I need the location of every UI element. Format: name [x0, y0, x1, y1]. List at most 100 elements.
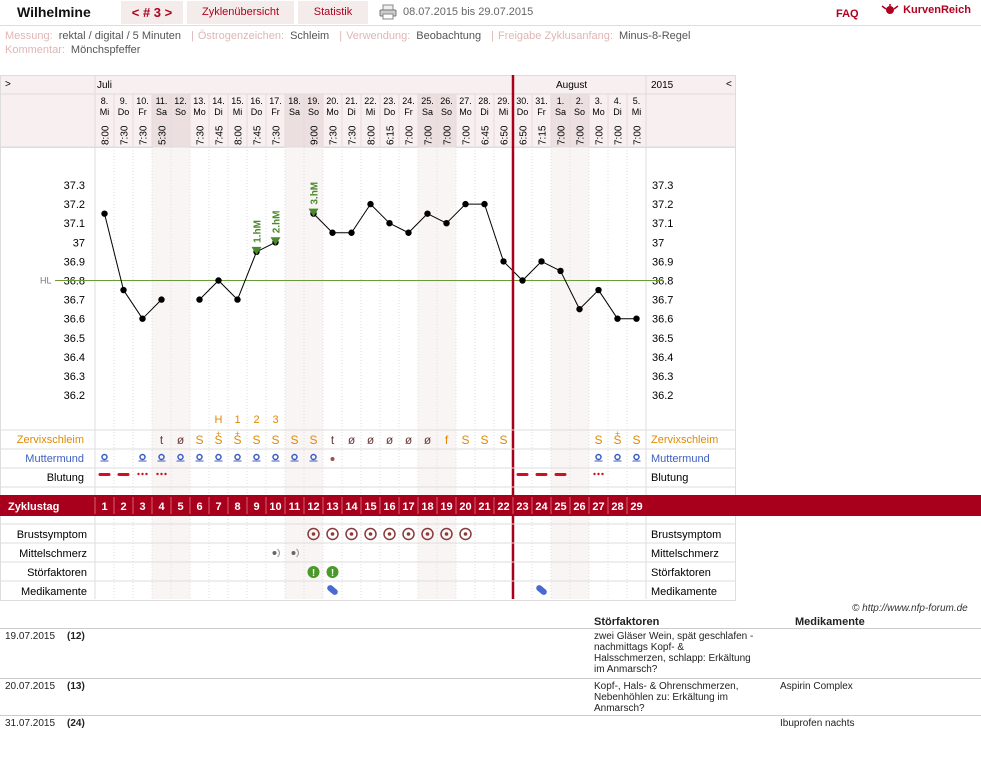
cycle-day-number: 13: [326, 501, 338, 513]
spotting-mark: [145, 472, 148, 476]
date-range: 08.07.2015 bis 29.07.2015: [403, 6, 534, 18]
cycle-day-bar: [0, 495, 981, 516]
date-label: 8.: [101, 96, 109, 106]
cervix-symbol: [196, 453, 203, 461]
time-label: 9:00: [310, 125, 321, 145]
cycle-navigation[interactable]: < # 3 >: [121, 1, 183, 24]
weekend-shade: [304, 94, 323, 147]
weekday-label: Mi: [100, 107, 110, 117]
row-cycle-day: (12): [67, 631, 85, 642]
release-label: Freigabe Zyklusanfang:: [497, 30, 613, 42]
row-cycle-day: (24): [67, 718, 85, 729]
cycle-day-number: 25: [554, 501, 566, 513]
date-label: 29.: [497, 96, 510, 106]
weekday-label: Mi: [499, 107, 509, 117]
temperature-segment: [351, 203, 371, 234]
date-label: 14.: [212, 96, 225, 106]
y-tick-label-right: 36.2: [652, 390, 673, 402]
cervix-symbol: [139, 453, 146, 461]
measurement-label: Messung:: [5, 30, 53, 42]
printer-icon[interactable]: [379, 4, 397, 20]
weekday-label: Di: [613, 107, 622, 117]
cycle-day-number: 18: [421, 501, 433, 513]
header-band: [0, 75, 736, 148]
date-label: 31.: [535, 96, 548, 106]
cycle-day-number: 26: [573, 501, 585, 513]
breast-symptom-icon-center: [349, 532, 354, 536]
weekend-shade: [551, 147, 570, 599]
temperature-point: [633, 315, 640, 322]
faq-link[interactable]: FAQ: [836, 8, 859, 20]
meta-line-1: Messung: rektal / digital / 5 Minuten | Öst…: [5, 30, 691, 42]
mucus-symbol: ø: [177, 433, 185, 447]
temperature-segment: [313, 213, 333, 234]
year-label: 2015: [651, 80, 674, 91]
temperature-point: [481, 200, 488, 208]
date-label: 17.: [269, 96, 282, 106]
date-label: 15.: [231, 96, 244, 106]
cycle-day-number: 1: [101, 501, 107, 513]
logo[interactable]: KurvenReich: [880, 3, 971, 17]
temperature-point: [348, 229, 355, 236]
weekday-label: Sa: [422, 107, 433, 117]
row-disturbance: zwei Gläser Wein, spät geschlafen - nach…: [594, 631, 754, 675]
temperature-segment: [427, 213, 447, 224]
weekday-label: So: [574, 107, 585, 117]
date-label: 5.: [633, 96, 641, 106]
weekday-label: So: [308, 107, 319, 117]
breast-symptom-icon-center: [330, 532, 335, 536]
mucus-symbol: S: [252, 433, 260, 447]
time-label: 7:00: [443, 125, 454, 145]
cycle-day-number: 5: [177, 501, 183, 513]
row-date: 20.07.2015: [5, 681, 56, 692]
temperature-segment: [446, 203, 466, 224]
spotting-mark: [137, 472, 140, 476]
cycle-day-number: 29: [630, 501, 642, 513]
cervix-symbol: [101, 453, 108, 461]
date-label: 27.: [459, 96, 472, 106]
cycle-day-number: 16: [383, 501, 395, 513]
disturb-row-label: Störfaktoren: [27, 567, 87, 579]
time-label: 6:50: [500, 125, 511, 145]
weekday-label: Fr: [271, 107, 280, 117]
weekend-shade: [152, 147, 171, 599]
cervix-row-label-right: Muttermund: [651, 453, 710, 465]
tab-cycle-overview[interactable]: Zyklenübersicht: [187, 1, 294, 24]
weekday-label: Do: [384, 107, 396, 117]
y-tick-label-right: 37: [652, 237, 664, 249]
temperature-point: [519, 277, 526, 284]
meta-line-2: Kommentar: Mönchspfeffer: [5, 44, 150, 56]
cycle-day-number: 10: [269, 501, 281, 513]
breast-symptom-icon: [402, 527, 415, 541]
breast-symptom-icon-center: [425, 532, 430, 536]
cycle-day-number: 15: [364, 501, 376, 513]
table-row: 20.07.2015 (13) Kopf-, Hals- & Ohrenschm…: [0, 678, 981, 715]
temperature-point: [424, 210, 431, 217]
cycle-day-number: 4: [158, 501, 165, 513]
mittelschmerz-icon-arc: [277, 548, 280, 558]
breast-symptom-icon: [326, 527, 339, 541]
weekday-label: Do: [251, 107, 263, 117]
meds-row-label: Medikamente: [21, 586, 87, 598]
breast-symptom-icon: [459, 527, 472, 541]
hl-label: HL: [40, 276, 52, 286]
y-tick-label: 36.7: [64, 295, 85, 307]
disturbance-icon-glyph: !: [312, 568, 315, 579]
bleeding-row-label: Blutung: [47, 472, 84, 484]
y-tick-label-right: 37.3: [652, 180, 673, 192]
row-disturbance: Kopf-, Hals- & Ohrenschmerzen, Nebenhöhl…: [594, 681, 739, 714]
y-tick-label: 37.1: [64, 218, 85, 230]
tab-statistics[interactable]: Statistik: [298, 1, 368, 24]
row-date: 31.07.2015: [5, 718, 56, 729]
date-label: 19.: [307, 96, 320, 106]
weekday-label: Mo: [326, 107, 339, 117]
temperature-segment: [579, 289, 599, 310]
date-label: 12.: [174, 96, 187, 106]
temperature-point: [386, 220, 393, 227]
mucus-plus-symbol: +: [615, 429, 620, 438]
y-tick-label: 36.8: [64, 276, 85, 288]
temperature-segment: [237, 251, 257, 300]
weekend-shade: [152, 94, 171, 147]
time-label: 7:30: [139, 125, 150, 145]
logo-text: KurvenReich: [903, 3, 971, 16]
